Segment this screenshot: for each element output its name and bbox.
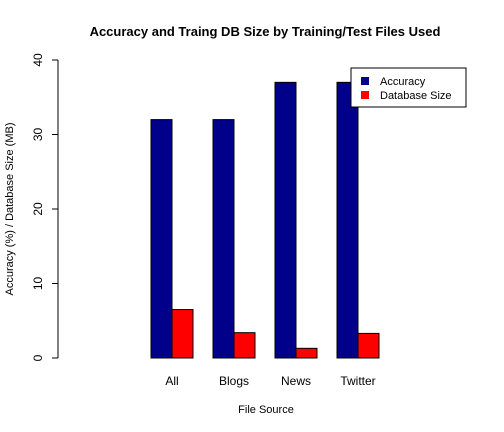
x-axis-tick-labels: All Blogs News Twitter: [165, 374, 375, 388]
x-tick-label: Twitter: [340, 374, 375, 388]
bar-database-size-twitter: [357, 332, 380, 359]
bar-accuracy-news: [274, 81, 297, 359]
legend-label: Database Size: [380, 90, 452, 102]
bar-database-size-news: [295, 347, 318, 359]
legend-box: [350, 67, 467, 108]
y-axis-label: Accuracy (%) / Database Size (MB): [4, 123, 16, 296]
bar-accuracy-blogs: [212, 119, 235, 359]
bars: [150, 81, 380, 359]
x-tick-label: All: [165, 374, 178, 388]
bar-accuracy-all: [150, 119, 173, 359]
y-axis: 0 10 20 30 40: [31, 53, 59, 361]
y-tick-label: 20: [31, 202, 45, 216]
x-axis-label: File Source: [238, 404, 294, 416]
bar-database-size-all: [171, 309, 194, 359]
legend-swatch: [361, 77, 369, 85]
bar-database-size-blogs: [233, 332, 256, 359]
legend-label: Accuracy: [380, 76, 426, 88]
legend: Accuracy Database Size: [350, 67, 467, 108]
y-tick-label: 30: [31, 128, 45, 142]
y-tick-label: 0: [31, 354, 45, 361]
y-tick-label: 10: [31, 277, 45, 291]
chart-title: Accuracy and Traing DB Size by Training/…: [90, 24, 441, 39]
y-tick-label: 40: [31, 53, 45, 67]
x-tick-label: News: [281, 374, 311, 388]
legend-swatch: [361, 91, 369, 99]
bar-accuracy-twitter: [336, 81, 359, 359]
x-tick-label: Blogs: [219, 374, 249, 388]
